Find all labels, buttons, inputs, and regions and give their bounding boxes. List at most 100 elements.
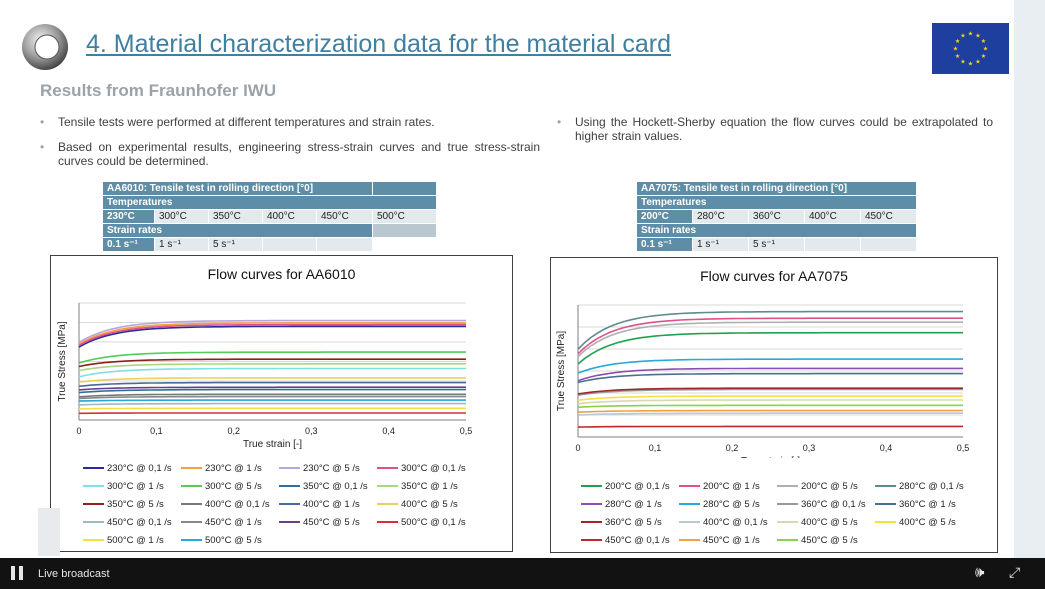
slide: 4. Material characterization data for th… xyxy=(0,0,1014,558)
legend-label: 350°C @ 5 /s xyxy=(107,498,164,510)
legend-label: 400°C @ 5 /s xyxy=(801,516,858,528)
legend-item: 230°C @ 0,1 /s xyxy=(83,460,179,476)
legend-label: 230°C @ 5 /s xyxy=(303,462,360,474)
series-line xyxy=(577,412,963,416)
eu-star-icon: ★ xyxy=(953,46,958,53)
legend-swatch xyxy=(777,539,798,541)
player-control-bar: Live broadcast 🕪 ⤢ xyxy=(0,558,1045,589)
legend-label: 500°C @ 1 /s xyxy=(107,534,164,546)
table-cell: 400°C xyxy=(262,209,317,224)
series-line xyxy=(78,323,466,347)
legend-item: 500°C @ 5 /s xyxy=(181,532,277,548)
series-line xyxy=(577,399,963,405)
table-cell: 1 s⁻¹ xyxy=(692,237,749,252)
x-tick-label: 0,4 xyxy=(880,443,893,453)
volume-icon[interactable]: 🕪 xyxy=(975,564,985,581)
bullet-item: Tensile tests were performed at differen… xyxy=(40,115,540,129)
table-cell: 360°C xyxy=(748,209,805,224)
legend-item: 360°C @ 0,1 /s xyxy=(777,496,873,512)
legend-label: 200°C @ 0,1 /s xyxy=(605,480,670,492)
legend-label: 300°C @ 0,1 /s xyxy=(401,462,466,474)
legend-item: 400°C @ 0,1 /s xyxy=(181,496,277,512)
legend-label: 360°C @ 0,1 /s xyxy=(801,498,866,510)
eu-star-icon: ★ xyxy=(981,38,986,45)
legend-item: 450°C @ 5 /s xyxy=(279,514,375,530)
table-cell: 200°C xyxy=(636,209,693,224)
legend-swatch xyxy=(377,467,398,469)
broadcast-status: Live broadcast xyxy=(38,568,110,580)
table-cell: 5 s⁻¹ xyxy=(208,237,263,252)
legend-item: 230°C @ 5 /s xyxy=(279,460,375,476)
y-axis-label: True Stress [MPa] xyxy=(57,321,68,401)
x-axis-label: True strain [-] xyxy=(243,439,302,450)
legend-label: 350°C @ 1 /s xyxy=(401,480,458,492)
legend-item: 360°C @ 5 /s xyxy=(581,514,677,530)
legend-swatch xyxy=(777,521,798,523)
legend-item: 400°C @ 1 /s xyxy=(279,496,375,512)
table-title: AA7075: Tensile test in rolling directio… xyxy=(636,181,917,196)
legend-label: 280°C @ 0,1 /s xyxy=(899,480,964,492)
legend-swatch xyxy=(377,503,398,505)
table-cell: 0.1 s⁻¹ xyxy=(102,237,155,252)
legend-label: 500°C @ 5 /s xyxy=(205,534,262,546)
legend-item: 300°C @ 0,1 /s xyxy=(377,460,473,476)
legend-swatch xyxy=(377,521,398,523)
right-edge-strip xyxy=(1014,0,1045,558)
legend-item: 450°C @ 0,1 /s xyxy=(581,532,677,548)
table-cell: 0.1 s⁻¹ xyxy=(636,237,693,252)
x-tick-label: 0 xyxy=(76,426,81,436)
legend-item: 350°C @ 5 /s xyxy=(83,496,179,512)
legend-swatch xyxy=(83,521,104,523)
legend-label: 450°C @ 1 /s xyxy=(703,534,760,546)
table-cell: 280°C xyxy=(692,209,749,224)
legend-label: 360°C @ 1 /s xyxy=(899,498,956,510)
legend-swatch xyxy=(83,539,104,541)
series-line xyxy=(78,363,466,372)
pause-icon[interactable] xyxy=(11,566,23,580)
chart-plot: 0 0,1 0,2 0,3 0,4 0,5 True strain [-] True Stre… xyxy=(556,304,970,458)
legend-label: 400°C @ 5 /s xyxy=(899,516,956,528)
legend-label: 360°C @ 5 /s xyxy=(605,516,662,528)
legend-label: 280°C @ 1 /s xyxy=(605,498,662,510)
chart-plot: 0 0,1 0,2 0,3 0,4 0,5 True strain [-] True Stre… xyxy=(57,302,473,450)
legend-label: 500°C @ 0,1 /s xyxy=(401,516,466,528)
table-cell: 400°C xyxy=(804,209,861,224)
series-line xyxy=(78,367,466,378)
series-line xyxy=(577,409,963,413)
legend-swatch xyxy=(875,503,896,505)
series-line xyxy=(577,388,963,396)
x-tick-label: 0,2 xyxy=(726,443,739,453)
legend-swatch xyxy=(679,503,700,505)
table-cell: 450°C xyxy=(860,209,917,224)
legend-item: 450°C @ 1 /s xyxy=(181,514,277,530)
table-cell: 350°C xyxy=(208,209,263,224)
series-line xyxy=(78,319,466,344)
x-tick-label: 0,5 xyxy=(460,426,473,436)
x-tick-label: 0,5 xyxy=(957,443,970,453)
legend-item: 230°C @ 1 /s xyxy=(181,460,277,476)
chart-aa7075: Flow curves for AA7075 0 0,1 0,2 0,3 0,4 0,5 T… xyxy=(550,257,998,553)
legend-label: 300°C @ 1 /s xyxy=(107,480,164,492)
eu-star-icon: ★ xyxy=(983,46,988,53)
x-tick-label: 0,1 xyxy=(150,426,163,436)
legend-swatch xyxy=(83,467,104,469)
legend-item: 200°C @ 1 /s xyxy=(679,478,775,494)
bullet-list-left: Tensile tests were performed at differen… xyxy=(40,115,540,179)
legend-label: 230°C @ 0,1 /s xyxy=(107,462,172,474)
table-cell: 300°C xyxy=(154,209,209,224)
bullet-item: Based on experimental results, engineeri… xyxy=(40,140,540,168)
x-tick-label: 0 xyxy=(575,443,580,453)
legend-item: 400°C @ 5 /s xyxy=(377,496,473,512)
chart-aa6010: Flow curves for AA6010 0 0,1 0,2 0,3 0,4 0,5 T… xyxy=(50,255,513,552)
legend-label: 200°C @ 5 /s xyxy=(801,480,858,492)
fullscreen-icon[interactable]: ⤢ xyxy=(1009,564,1021,580)
x-tick-label: 0,1 xyxy=(649,443,662,453)
table-temp-header: Temperatures xyxy=(636,195,917,210)
legend-item: 500°C @ 1 /s xyxy=(83,532,179,548)
series-line xyxy=(577,372,963,384)
eu-star-icon: ★ xyxy=(981,53,986,60)
legend-swatch xyxy=(181,539,202,541)
legend-swatch xyxy=(181,503,202,505)
x-tick-label: 0,4 xyxy=(382,426,395,436)
legend-item: 300°C @ 1 /s xyxy=(83,478,179,494)
